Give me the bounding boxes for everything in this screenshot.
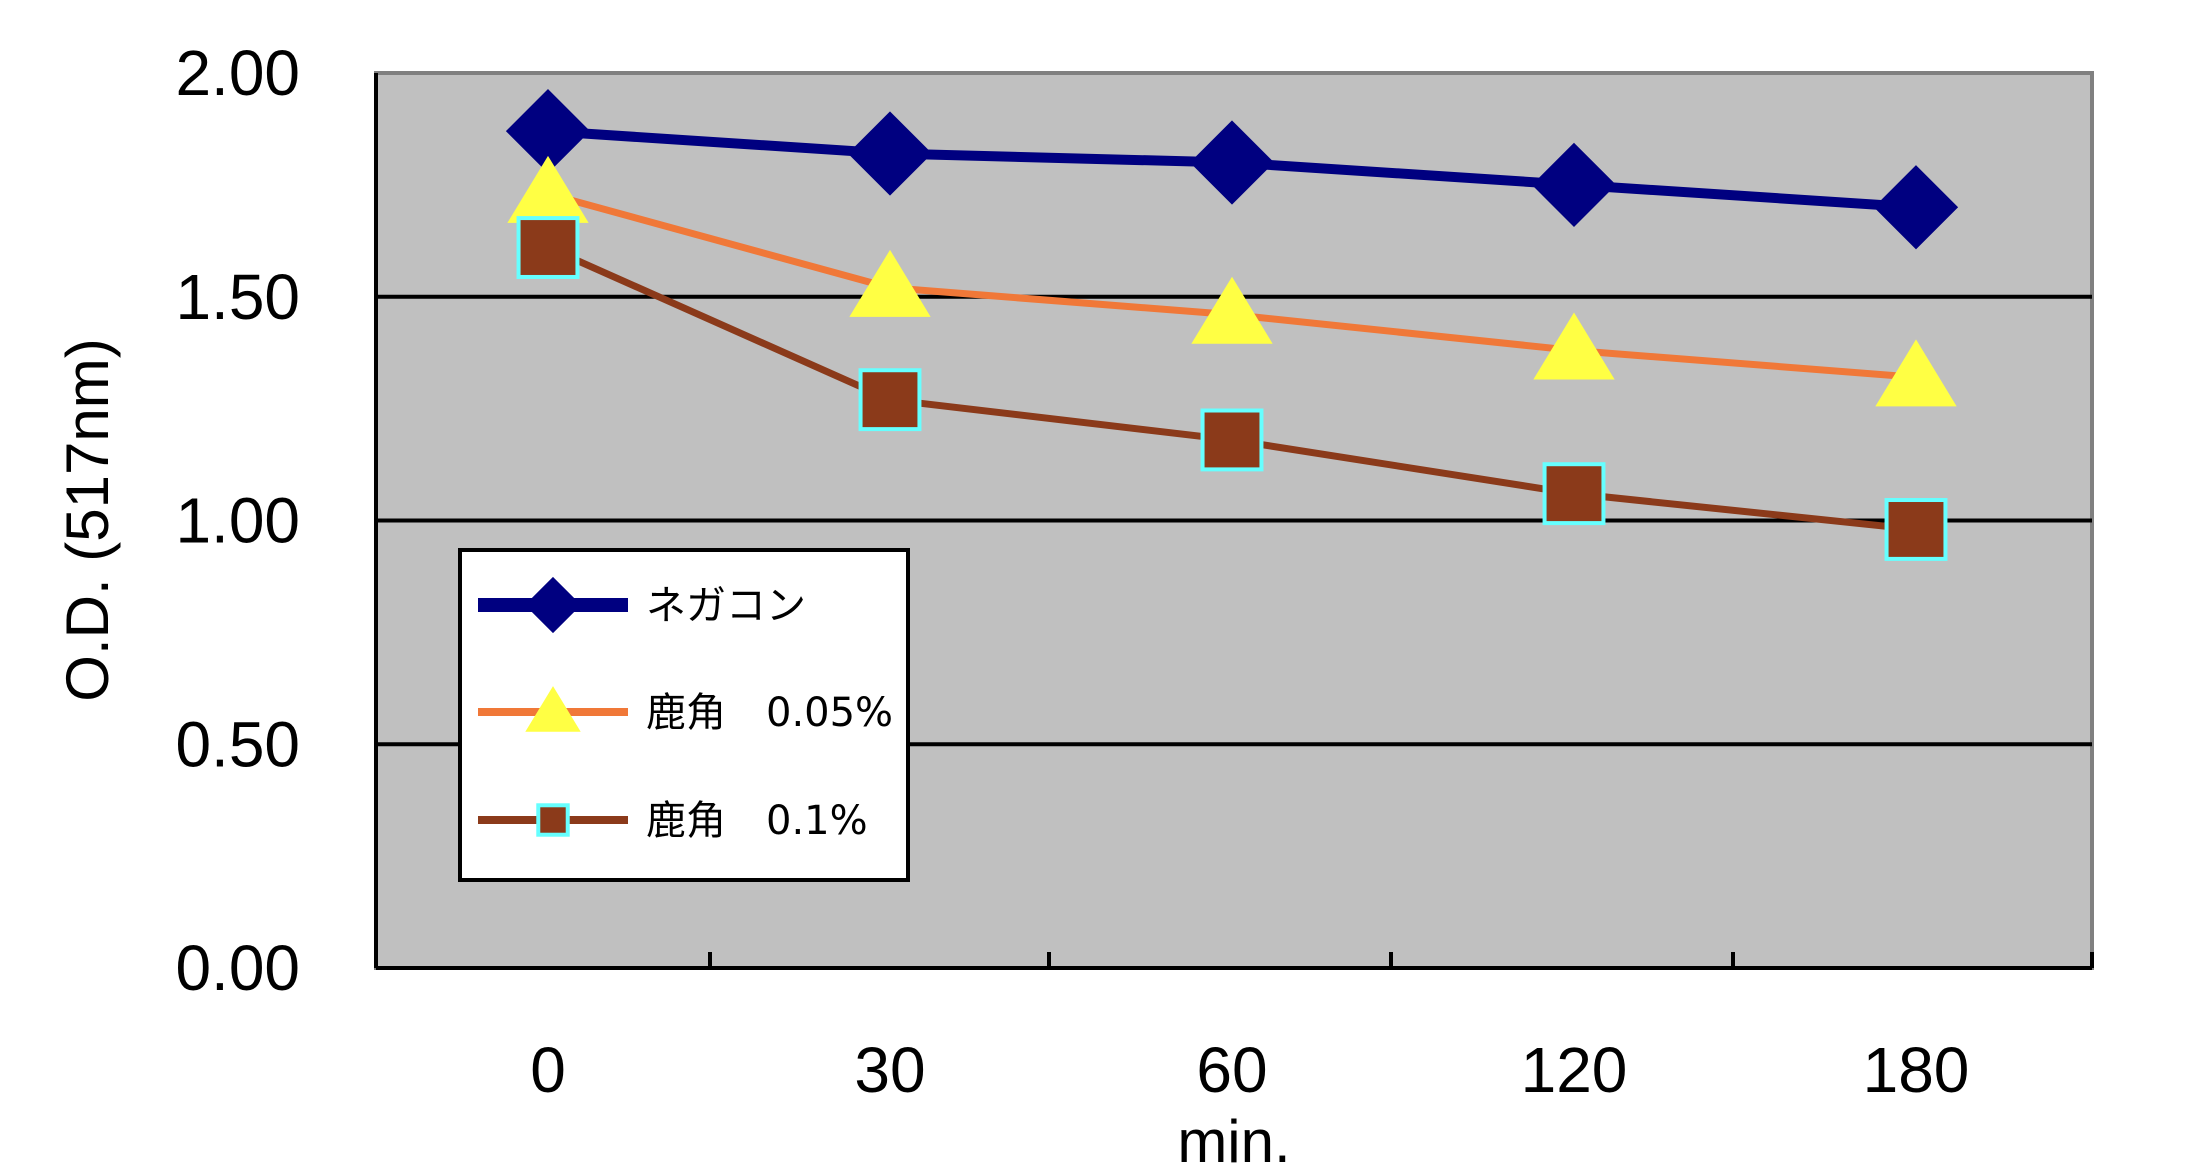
y-tick-labels: 0.00 0.50 1.00 1.50 2.00 — [175, 37, 300, 1004]
legend-swatch-marker — [524, 576, 582, 634]
x-tick-label: 30 — [854, 1034, 925, 1106]
series-1 — [505, 89, 1959, 250]
x-tick-label: 120 — [1521, 1034, 1628, 1106]
series-2 — [507, 155, 1957, 407]
data-point — [1875, 339, 1957, 407]
data-point — [1533, 312, 1615, 380]
data-point — [1200, 408, 1264, 472]
data-point — [1542, 462, 1606, 526]
x-tick-label: 60 — [1196, 1034, 1267, 1106]
legend-label: 鹿角 0.1% — [646, 798, 868, 844]
legend-label: 鹿角 0.05% — [646, 690, 893, 736]
series-3 — [516, 216, 1948, 561]
x-tick-labels: 0 30 60 120 180 — [530, 1034, 1969, 1106]
series-layer — [505, 89, 1959, 561]
x-axis-title: min. — [1177, 1108, 1290, 1170]
y-tick-label: 1.00 — [175, 485, 300, 557]
x-tick-label: 180 — [1863, 1034, 1970, 1106]
data-point — [849, 249, 931, 317]
y-tick-label: 0.00 — [175, 932, 300, 1004]
y-tick-label: 2.00 — [175, 37, 300, 109]
legend-label: ネガコン — [646, 583, 806, 629]
y-tick-label: 1.50 — [175, 261, 300, 333]
data-point — [858, 368, 922, 432]
y-axis-title: O.D. (517nm) — [54, 338, 121, 701]
x-axis-ticks — [708, 952, 2094, 968]
data-point — [847, 111, 933, 196]
data-point — [1191, 276, 1273, 344]
data-point — [1884, 498, 1948, 561]
x-tick-label: 0 — [530, 1034, 566, 1106]
y-tick-label: 0.50 — [175, 708, 300, 780]
legend-swatch-marker — [536, 803, 570, 837]
data-point — [1189, 120, 1275, 205]
data-point — [516, 216, 580, 279]
legend-swatch-marker — [525, 686, 581, 732]
data-point — [1531, 142, 1617, 227]
data-point — [1873, 165, 1959, 250]
